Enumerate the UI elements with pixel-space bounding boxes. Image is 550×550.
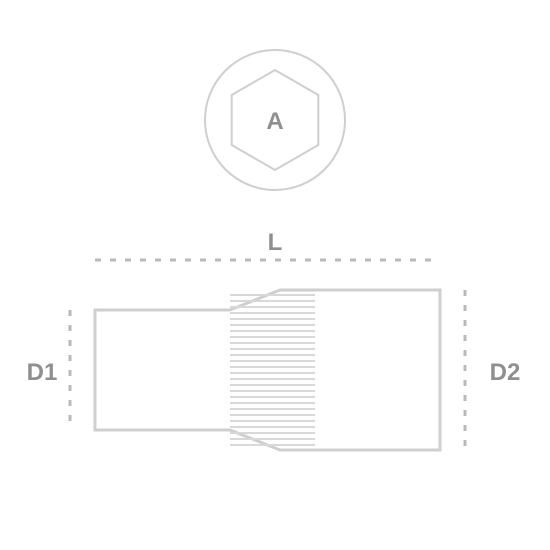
side-view [95, 290, 440, 450]
label-a: A [266, 108, 283, 135]
label-d2: D2 [490, 359, 521, 386]
label-d1: D1 [27, 359, 58, 386]
knurl-hatch [230, 295, 315, 445]
label-l: L [268, 229, 283, 256]
